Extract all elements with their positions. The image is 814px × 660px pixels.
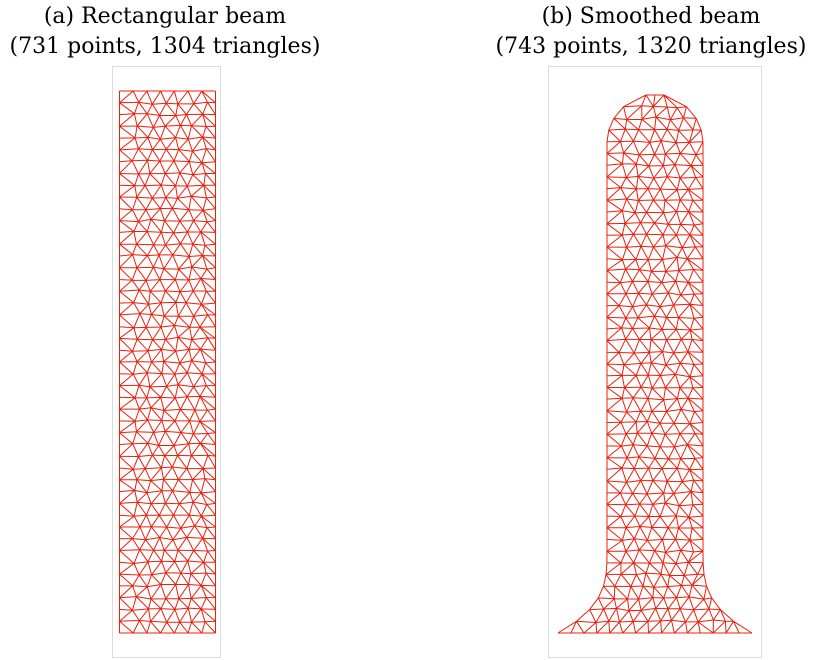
panel-smoothed-beam xyxy=(548,66,762,658)
mesh-a-triangles-edges xyxy=(119,90,216,634)
panel-rectangular-beam xyxy=(112,66,221,658)
title-rectangular-beam: (a) Rectangular beam xyxy=(43,4,287,29)
mesh-smoothed-beam xyxy=(557,94,753,634)
caption-rectangular-beam: (a) Rectangular beam (731 points, 1304 t… xyxy=(0,2,330,62)
title-smoothed-beam: (b) Smoothed beam xyxy=(541,4,761,29)
mesh-b-triangles-edges xyxy=(557,94,753,634)
caption-smoothed-beam: (b) Smoothed beam (743 points, 1320 tria… xyxy=(488,2,814,62)
mesh-b-triangles xyxy=(557,94,753,634)
mesh-rectangular-beam xyxy=(119,90,216,634)
stats-rectangular-beam: (731 points, 1304 triangles) xyxy=(9,34,321,59)
mesh-a-triangles xyxy=(119,90,216,634)
stats-smoothed-beam: (743 points, 1320 triangles) xyxy=(495,34,807,59)
